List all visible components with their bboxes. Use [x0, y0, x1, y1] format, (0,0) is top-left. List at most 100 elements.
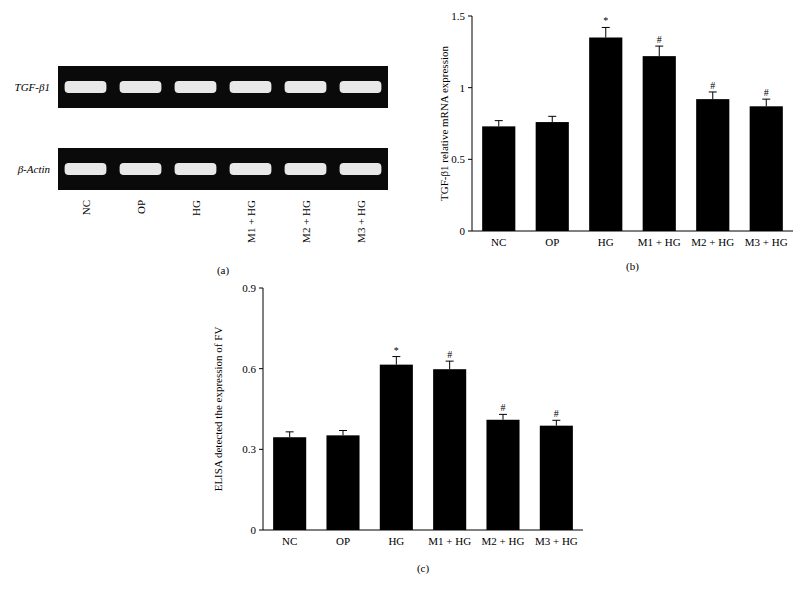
error-stem	[605, 27, 606, 37]
x-tick-label: M1 + HG	[428, 535, 471, 547]
bar	[643, 56, 676, 231]
y-axis-title: TGF-β1 relative mRNA expression	[438, 46, 450, 201]
gel-band	[285, 163, 327, 175]
y-axis-title: ELISA detected the expression of FV	[212, 327, 224, 492]
y-tick-label: 1.5	[451, 10, 465, 22]
significance-mark: #	[501, 402, 506, 413]
error-bar	[499, 414, 507, 419]
gel-band	[65, 163, 107, 175]
error-cap	[602, 27, 610, 28]
error-cap	[286, 431, 294, 432]
gel-lane-label: M2 + HG	[300, 200, 312, 243]
bar	[696, 99, 729, 231]
error-stem	[289, 432, 290, 437]
error-stem	[659, 46, 660, 56]
x-tick-label: M3 + HG	[535, 535, 578, 547]
error-stem	[556, 420, 557, 425]
bar	[326, 435, 359, 530]
error-cap	[548, 116, 556, 117]
x-tick-label: HG	[388, 535, 404, 547]
x-axis	[263, 530, 583, 531]
bars	[273, 357, 573, 530]
error-cap	[495, 120, 503, 121]
error-stem	[766, 99, 767, 106]
gel-band	[230, 81, 272, 93]
gel-strip	[58, 66, 388, 108]
y-tick	[468, 159, 472, 160]
error-bar	[286, 432, 294, 437]
error-stem	[503, 414, 504, 419]
error-bar	[339, 431, 347, 436]
gel-row-label: β-Actin	[17, 163, 51, 175]
y-tick-label: 0.3	[242, 443, 256, 455]
gel-lane-label: OP	[135, 200, 147, 214]
x-tick-label: OP	[336, 535, 350, 547]
error-cap	[392, 356, 400, 357]
chart: 0 0.3 0.6 0.9 ELISA detected the expression …	[212, 282, 583, 575]
y-tick-label: 0.6	[242, 363, 256, 375]
error-cap	[552, 420, 560, 421]
x-tick-label: OP	[545, 236, 559, 248]
gel-band	[340, 81, 382, 93]
bar	[433, 369, 466, 530]
figure: TGF-β1β-ActinNCOPHGM1 + HGM2 + HGM3 + HG…	[0, 0, 800, 592]
error-stem	[498, 121, 499, 127]
gel-band	[340, 163, 382, 175]
x-axis	[472, 231, 793, 232]
significance-mark: *	[603, 15, 608, 26]
error-bar	[762, 99, 770, 106]
x-tick-label: HG	[598, 236, 614, 248]
gel-band	[65, 81, 107, 93]
bar	[273, 437, 306, 530]
panel-caption: (b)	[626, 260, 639, 273]
error-cap	[446, 361, 454, 362]
y-tick	[468, 87, 472, 88]
error-bar	[602, 27, 610, 37]
gel-lane-label: M1 + HG	[245, 200, 257, 243]
x-tick-label: NC	[282, 535, 297, 547]
error-stem	[449, 361, 450, 369]
error-stem	[712, 92, 713, 99]
panel-caption: (c)	[417, 562, 430, 575]
y-tick	[468, 16, 472, 17]
x-tick-label: NC	[491, 236, 506, 248]
error-bar	[548, 116, 556, 122]
error-cap	[655, 46, 663, 47]
error-stem	[396, 357, 397, 365]
significance-mark: #	[657, 34, 662, 45]
error-bar	[446, 361, 454, 369]
bar	[482, 126, 515, 231]
significance-mark: #	[554, 408, 559, 419]
gel-band	[175, 81, 217, 93]
bar	[750, 106, 783, 231]
gel-band	[120, 81, 162, 93]
x-tick-label: M2 + HG	[691, 236, 734, 248]
gel-band	[120, 163, 162, 175]
significance-mark: #	[710, 80, 715, 91]
gel-lane-label: HG	[190, 200, 202, 216]
y-tick-label: 0.9	[242, 282, 256, 294]
bar	[380, 365, 413, 530]
gel-lane-label: M3 + HG	[355, 200, 367, 243]
error-stem	[552, 116, 553, 122]
bar	[486, 420, 519, 530]
y-tick	[259, 368, 263, 369]
y-tick	[468, 231, 472, 232]
bars	[482, 27, 783, 231]
error-cap	[762, 99, 770, 100]
error-bar	[552, 420, 560, 425]
gel-band	[285, 81, 327, 93]
error-bar	[709, 92, 717, 99]
gel-lane-label: NC	[80, 200, 92, 215]
gel-band	[230, 163, 272, 175]
significance-mark: #	[764, 87, 769, 98]
panel-caption: (a)	[217, 264, 230, 277]
x-tick-label: M1 + HG	[638, 236, 681, 248]
chart: 00.511.5TGF-β1 relative mRNA expressionN…	[438, 10, 793, 273]
error-bar	[495, 121, 503, 127]
y-tick	[259, 288, 263, 289]
error-stem	[343, 431, 344, 436]
y-tick-label: 0	[251, 524, 257, 536]
gel-strip	[58, 148, 388, 190]
y-tick-label: 1	[460, 82, 466, 94]
